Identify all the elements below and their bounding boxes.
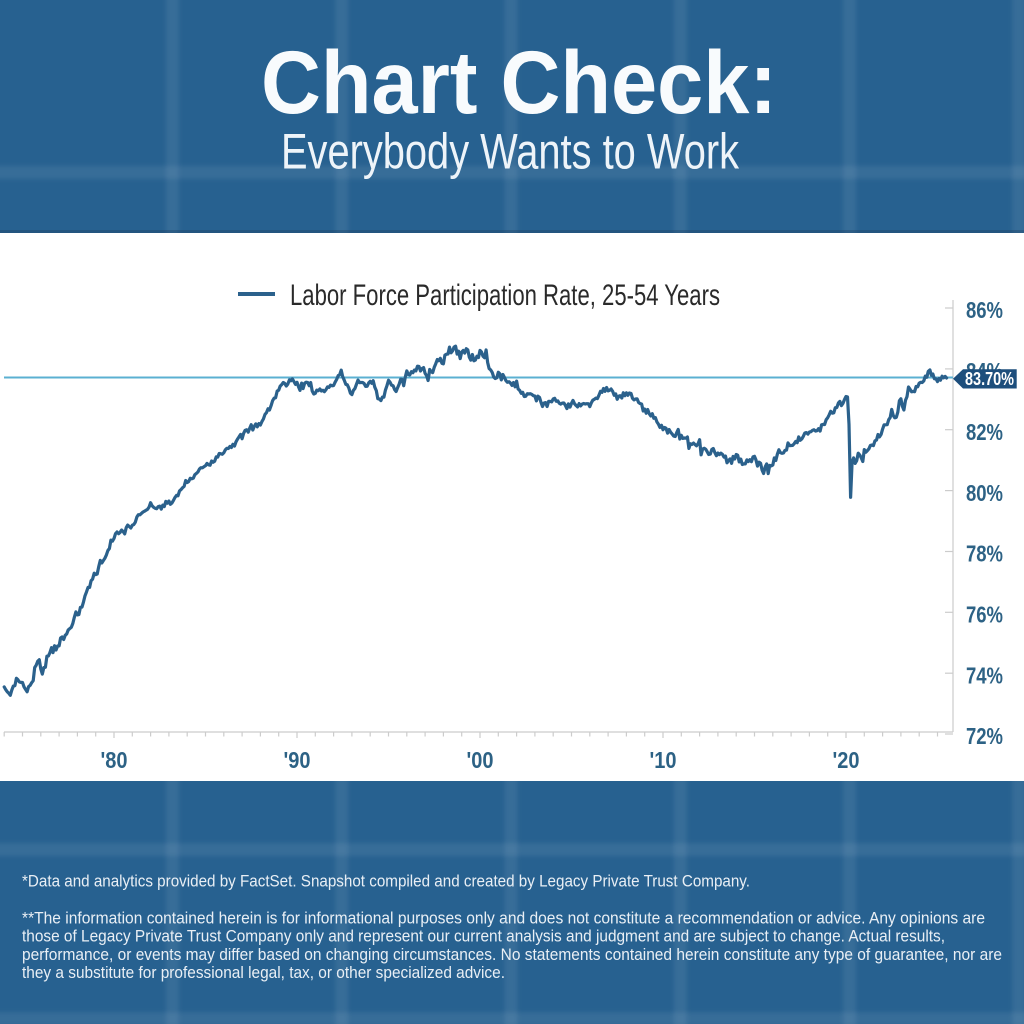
svg-text:86%: 86% xyxy=(966,297,1003,323)
svg-text:72%: 72% xyxy=(966,723,1003,749)
svg-text:Chart Check:: Chart Check: xyxy=(261,32,777,132)
svg-text:'20: '20 xyxy=(833,747,860,773)
svg-text:performance, or events may dif: performance, or events may differ based … xyxy=(22,946,1002,964)
svg-text:82%: 82% xyxy=(966,419,1003,445)
svg-text:'90: '90 xyxy=(284,747,311,773)
svg-text:76%: 76% xyxy=(966,602,1003,628)
svg-text:Everybody Wants to Work: Everybody Wants to Work xyxy=(281,124,740,180)
svg-text:'10: '10 xyxy=(650,747,677,773)
svg-text:74%: 74% xyxy=(966,662,1003,688)
svg-text:'80: '80 xyxy=(101,747,128,773)
svg-text:those of Legacy Private Trust: those of Legacy Private Trust Company on… xyxy=(22,928,945,946)
svg-text:*Data and analytics provided b: *Data and analytics provided by FactSet.… xyxy=(22,873,750,891)
svg-text:they a substitute for professi: they a substitute for professional legal… xyxy=(22,964,505,982)
svg-text:80%: 80% xyxy=(966,480,1003,506)
svg-text:'00: '00 xyxy=(467,747,494,773)
svg-text:Labor Force Participation Rate: Labor Force Participation Rate, 25-54 Ye… xyxy=(290,279,720,312)
svg-text:**The information contained he: **The information contained herein is fo… xyxy=(22,909,985,927)
svg-text:83.70%: 83.70% xyxy=(965,369,1014,389)
svg-text:78%: 78% xyxy=(966,541,1003,567)
